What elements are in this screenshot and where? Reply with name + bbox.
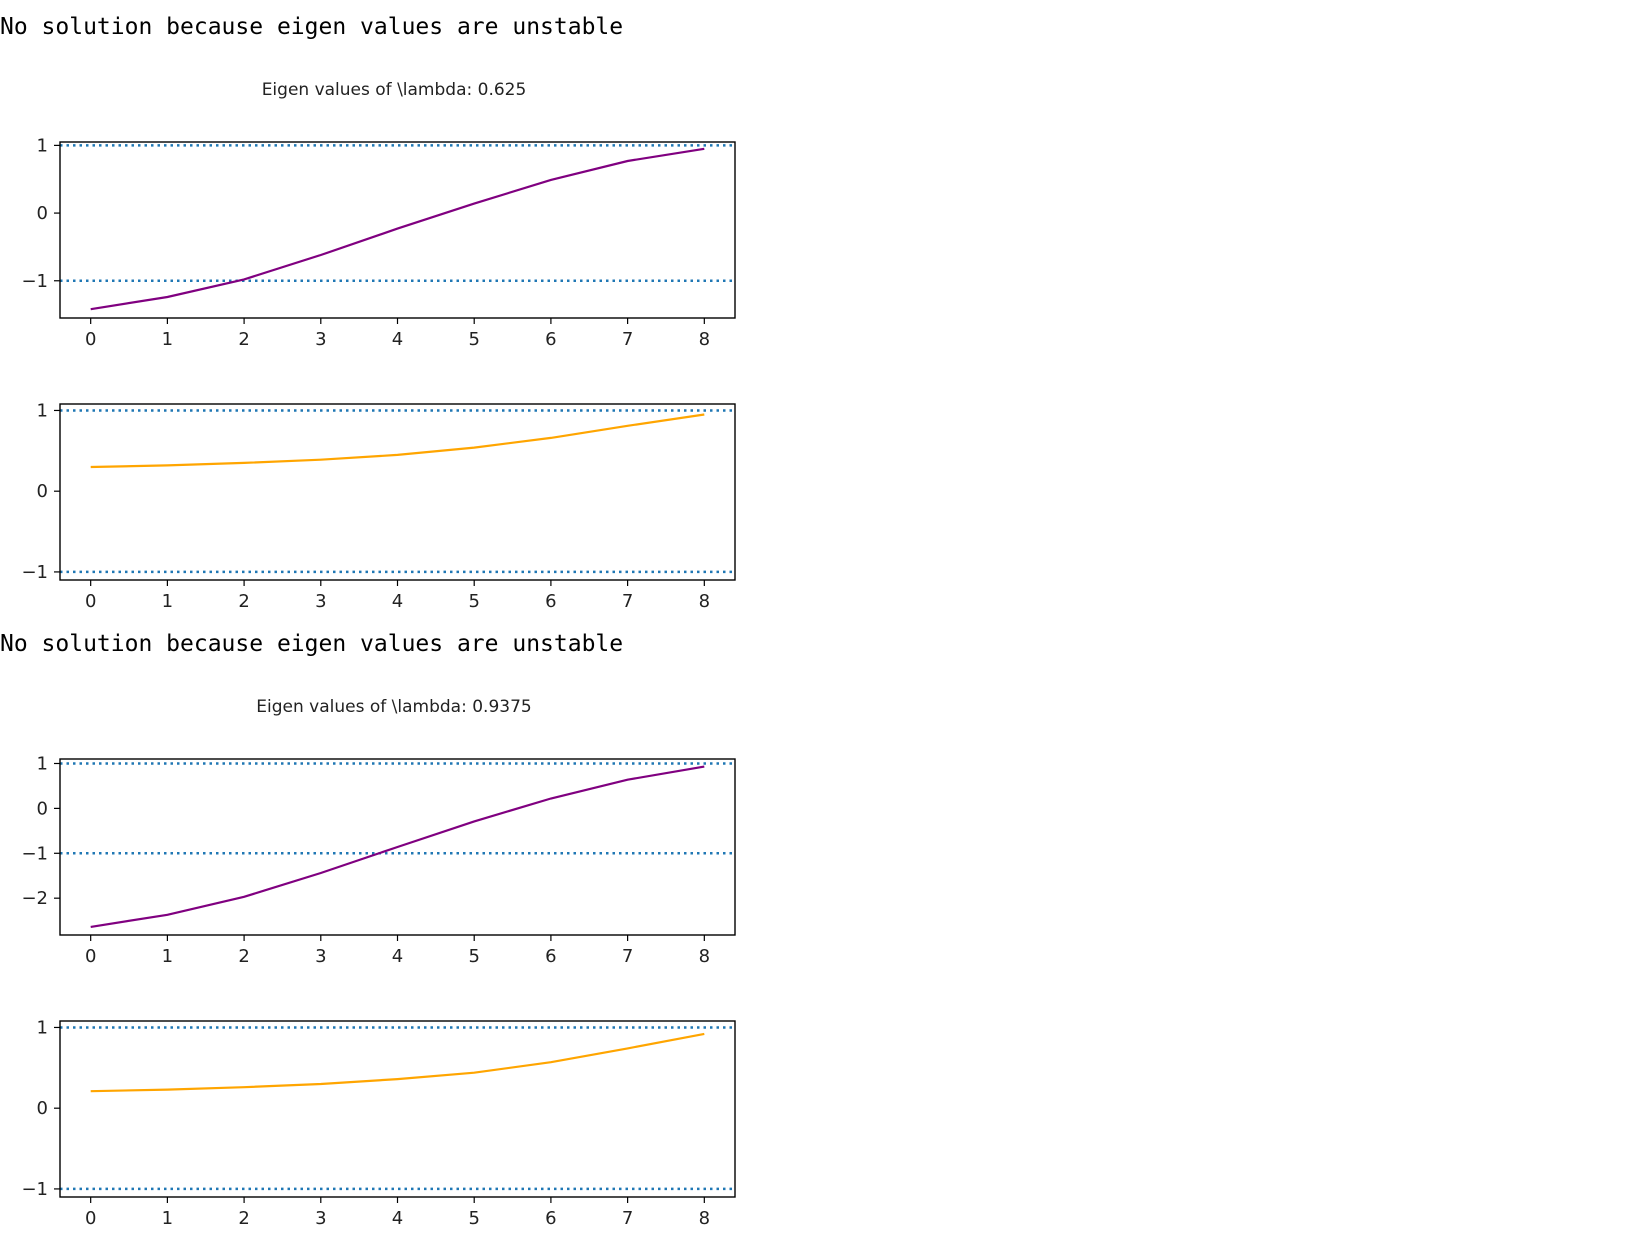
y-tick-label: −2	[21, 888, 48, 909]
output-message-2: No solution because eigen values are uns…	[0, 631, 624, 657]
y-tick-label: −1	[21, 562, 48, 583]
x-tick-label: 8	[699, 329, 710, 350]
x-tick-label: 7	[622, 329, 633, 350]
y-tick-label: 1	[37, 753, 48, 774]
x-tick-label: 7	[622, 946, 633, 967]
figure-title-2: Eigen values of \lambda: 0.9375	[256, 697, 532, 717]
x-tick-label: 0	[85, 329, 96, 350]
x-tick-label: 4	[392, 329, 403, 350]
x-tick-label: 2	[238, 946, 249, 967]
series-line	[90, 765, 705, 928]
y-tick-label: 1	[37, 1017, 48, 1038]
y-tick-label: −1	[21, 843, 48, 864]
y-tick-label: 0	[37, 481, 48, 502]
y-tick-label: −1	[21, 271, 48, 292]
x-tick-label: 6	[545, 329, 556, 350]
x-tick-label: 0	[85, 1208, 96, 1229]
x-tick-label: 5	[468, 329, 479, 350]
x-tick-label: 3	[315, 946, 326, 967]
x-tick-label: 3	[315, 1208, 326, 1229]
x-tick-label: 7	[622, 1208, 633, 1229]
x-tick-label: 1	[162, 591, 173, 612]
x-tick-label: 3	[315, 591, 326, 612]
y-tick-label: 0	[37, 203, 48, 224]
x-tick-label: 6	[545, 946, 556, 967]
y-tick-label: −1	[21, 1179, 48, 1200]
x-tick-label: 1	[162, 329, 173, 350]
y-tick-label: 0	[37, 1098, 48, 1119]
x-tick-label: 5	[468, 591, 479, 612]
x-tick-label: 7	[622, 591, 633, 612]
x-tick-label: 6	[545, 591, 556, 612]
x-tick-label: 8	[699, 1208, 710, 1229]
eigen-plot-1: 0 1 2 3 4 5 6 7 8 −1 0 1	[21, 135, 736, 350]
series-line	[90, 147, 705, 311]
y-tick-label: 1	[37, 135, 48, 156]
eigen-plot-4: 0 1 2 3 4 5 6 7 8 −1 0 1	[21, 1017, 736, 1229]
x-tick-label: 0	[85, 591, 96, 612]
x-tick-label: 6	[545, 1208, 556, 1229]
y-tick-label: 0	[37, 798, 48, 819]
x-tick-label: 4	[392, 1208, 403, 1229]
output-message-1: No solution because eigen values are uns…	[0, 14, 624, 40]
x-tick-label: 1	[162, 1208, 173, 1229]
figure-title-1: Eigen values of \lambda: 0.625	[261, 80, 527, 100]
y-tick-label: 1	[37, 400, 48, 421]
series-line	[90, 1032, 705, 1093]
x-tick-label: 4	[392, 591, 403, 612]
plot-frame	[59, 141, 736, 319]
plot-frame	[59, 403, 736, 581]
x-tick-label: 2	[238, 329, 249, 350]
eigen-plot-3: 0 1 2 3 4 5 6 7 8 −2 −1 0 1	[21, 753, 736, 967]
series-line	[90, 413, 705, 469]
x-tick-label: 8	[699, 591, 710, 612]
x-tick-label: 2	[238, 591, 249, 612]
x-tick-label: 5	[468, 946, 479, 967]
x-tick-label: 5	[468, 1208, 479, 1229]
x-tick-label: 4	[392, 946, 403, 967]
x-tick-label: 3	[315, 329, 326, 350]
x-tick-label: 8	[699, 946, 710, 967]
x-tick-label: 2	[238, 1208, 249, 1229]
eigen-plot-2: 0 1 2 3 4 5 6 7 8 −1 0 1	[21, 400, 736, 612]
x-tick-label: 1	[162, 946, 173, 967]
x-tick-label: 0	[85, 946, 96, 967]
